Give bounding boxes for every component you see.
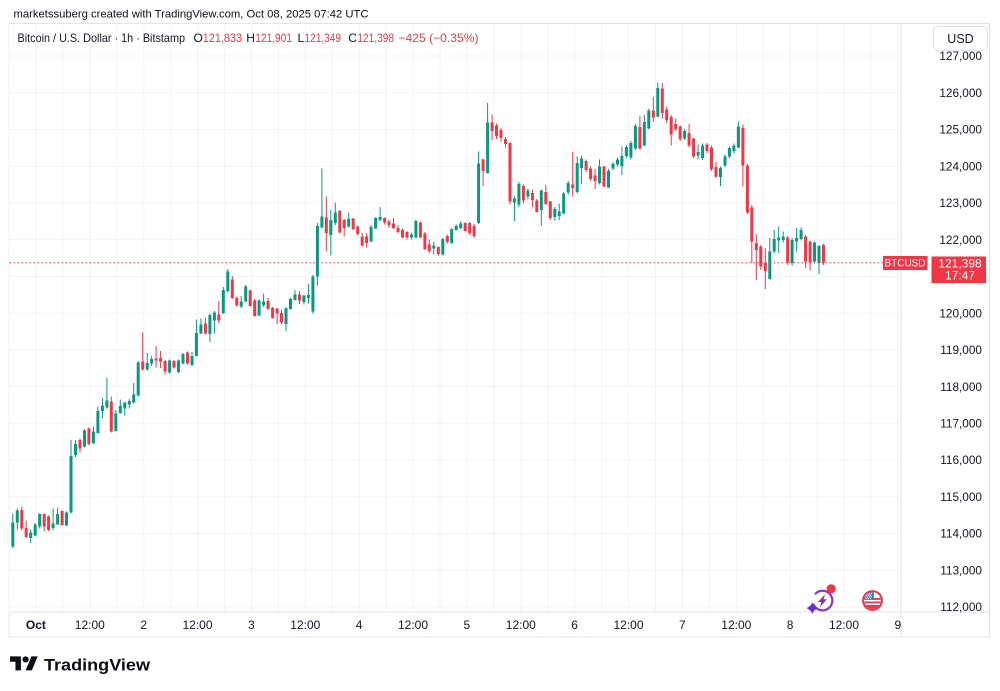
svg-text:6: 6	[571, 618, 578, 632]
svg-text:BTCUSD: BTCUSD	[885, 258, 926, 270]
svg-text:3: 3	[248, 618, 255, 632]
svg-text:Oct: Oct	[26, 618, 46, 632]
svg-text:USD: USD	[947, 32, 973, 46]
svg-text:121,349: 121,349	[305, 31, 342, 45]
svg-text:5: 5	[464, 618, 471, 632]
svg-text:4: 4	[356, 618, 363, 632]
svg-text:114,000: 114,000	[940, 527, 982, 541]
svg-text:126,000: 126,000	[939, 86, 982, 100]
svg-text:TradingView: TradingView	[44, 656, 151, 675]
svg-text:122,000: 122,000	[939, 233, 982, 247]
svg-text:C: C	[348, 31, 357, 45]
svg-text:−425 (−0.35%): −425 (−0.35%)	[399, 31, 479, 45]
svg-text:123,000: 123,000	[939, 196, 982, 210]
svg-text:116,000: 116,000	[940, 453, 982, 467]
svg-text:124,000: 124,000	[939, 159, 982, 173]
svg-text:12:00: 12:00	[506, 618, 536, 632]
svg-text:17:47: 17:47	[945, 269, 975, 283]
svg-text:H: H	[246, 31, 255, 45]
svg-text:125,000: 125,000	[939, 123, 982, 137]
svg-text:Bitcoin / U.S. Dollar · 1h · B: Bitcoin / U.S. Dollar · 1h · Bitstamp	[18, 31, 186, 45]
svg-text:121,398: 121,398	[357, 31, 394, 45]
svg-text:120,000: 120,000	[939, 306, 982, 320]
svg-text:12:00: 12:00	[721, 618, 751, 632]
svg-text:117,000: 117,000	[940, 417, 982, 431]
svg-text:O: O	[194, 31, 203, 45]
svg-text:8: 8	[787, 618, 794, 632]
svg-text:2: 2	[140, 618, 147, 632]
svg-text:12:00: 12:00	[398, 618, 428, 632]
svg-text:121,833: 121,833	[203, 31, 242, 45]
svg-text:12:00: 12:00	[613, 618, 643, 632]
svg-text:12:00: 12:00	[829, 618, 859, 632]
svg-text:112,000: 112,000	[940, 600, 982, 614]
svg-text:119,000: 119,000	[940, 343, 982, 357]
svg-text:118,000: 118,000	[940, 380, 982, 394]
svg-text:7: 7	[679, 618, 686, 632]
svg-text:127,000: 127,000	[939, 49, 982, 63]
svg-text:12:00: 12:00	[182, 618, 212, 632]
svg-text:121,901: 121,901	[255, 31, 292, 45]
svg-text:12:00: 12:00	[290, 618, 320, 632]
svg-text:L: L	[298, 31, 305, 45]
svg-text:marketssuberg created with Tra: marketssuberg created with TradingView.c…	[14, 9, 369, 21]
svg-text:121,398: 121,398	[938, 257, 982, 271]
svg-text:9: 9	[895, 618, 902, 632]
svg-text:12:00: 12:00	[75, 618, 105, 632]
svg-text:115,000: 115,000	[940, 490, 982, 504]
svg-text:113,000: 113,000	[940, 563, 982, 577]
